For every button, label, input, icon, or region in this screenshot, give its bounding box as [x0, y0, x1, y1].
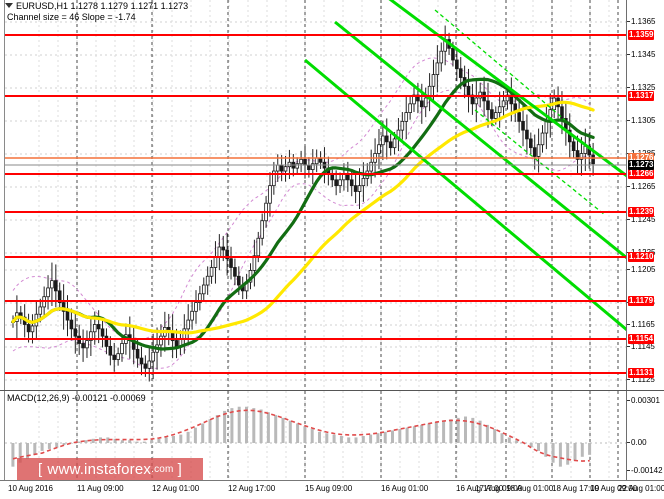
macd-chart-svg — [5, 391, 627, 480]
price-tick: 1.1125 — [627, 375, 655, 384]
channel-info: Channel size = 46 Slope = -1.74 — [7, 12, 136, 22]
price-tick-label: 1.1345 — [631, 50, 656, 59]
level-price-label[interactable]: 1.1179 — [628, 296, 655, 306]
macd-tick: 0.00301 — [627, 396, 660, 405]
watermark-tld: .com — [151, 463, 174, 475]
macd-pane-left-border — [4, 391, 5, 481]
level-price-label[interactable]: 1.1131 — [628, 368, 655, 378]
macd-tick-label: 0.00 — [631, 438, 647, 447]
time-axis-label: 17 Aug 09:00 — [475, 484, 523, 493]
watermark-bracket-open: [ — [38, 460, 43, 478]
watermark-text: www.instaforex — [47, 460, 152, 478]
price-tick: 1.1325 — [627, 83, 655, 92]
macd-tick-label: 0.00301 — [631, 396, 660, 405]
level-price-label[interactable]: 1.1239 — [628, 207, 655, 217]
level-price-label[interactable]: 1.1154 — [628, 334, 655, 344]
price-tick-label: 1.1245 — [631, 215, 656, 224]
price-pane-left-border — [4, 0, 5, 390]
time-axis[interactable]: 10 Aug 2016 11 Aug 09:00 12 Aug 01:00 12 Au… — [0, 480, 664, 499]
price-axis[interactable]: 1.13651.13451.13251.13051.12851.12651.12… — [626, 0, 664, 390]
time-axis-label: 11 Aug 09:00 — [77, 484, 124, 493]
price-tick-label: 1.1205 — [631, 265, 656, 274]
level-price-label[interactable]: 1.1210 — [628, 252, 655, 262]
price-tick: 1.1305 — [627, 116, 655, 125]
price-tick: 1.1365 — [627, 17, 655, 26]
price-tick-label: 1.1305 — [631, 116, 656, 125]
price-tick: 1.1265 — [627, 182, 655, 191]
macd-tick-label: -0.00142 — [631, 466, 663, 475]
chevron-down-icon[interactable] — [5, 3, 13, 8]
instaforex-watermark: [ www.instaforex .com ] — [17, 458, 203, 480]
time-axis-label: 19 Aug 09:00 — [590, 484, 638, 493]
time-axis-label: 18 Aug 01:00 — [506, 484, 554, 493]
time-axis-label: 10 Aug 2016 — [8, 484, 53, 493]
time-axis-label: 18 Aug 17:00 — [552, 484, 600, 493]
price-tick-label: 1.1365 — [631, 17, 656, 26]
price-tick: 1.1205 — [627, 265, 655, 274]
macd-tick: -0.00142 — [627, 466, 663, 475]
price-tick-label: 1.1125 — [631, 375, 655, 384]
price-tick-label: 1.1145 — [631, 342, 655, 351]
macd-axis: 0.00301 0.00 -0.00142 — [626, 391, 664, 481]
symbol-info: EURUSD,H1 1.1278 1.1279 1.1271 1.1273 — [16, 1, 189, 11]
level-price-label[interactable]: 1.1276 — [628, 153, 655, 163]
macd-tick: 0.00 — [627, 438, 647, 447]
macd-plot-area[interactable] — [5, 391, 627, 481]
price-tick: 1.1245 — [627, 215, 655, 224]
time-axis-label: 12 Aug 17:00 — [228, 484, 276, 493]
current-price-label[interactable]: 1.1273 — [628, 160, 655, 170]
level-price-label[interactable]: 1.1266 — [628, 169, 655, 179]
price-tick-label: 1.1165 — [631, 320, 655, 329]
watermark-bracket-close: ] — [177, 460, 182, 478]
time-axis-label: 16 Aug 17:00 — [456, 484, 504, 493]
price-chart-svg — [5, 0, 627, 390]
price-pane: 1.13651.13451.13251.13051.12851.12651.12… — [4, 0, 664, 390]
price-tick: 1.1345 — [627, 50, 655, 59]
time-axis-label: 12 Aug 01:00 — [152, 484, 200, 493]
level-price-label[interactable]: 1.1317 — [628, 91, 655, 101]
time-axis-label: 22 Aug 01:00 — [618, 484, 664, 493]
price-tick-label: 1.1325 — [631, 83, 656, 92]
price-tick: 1.1165 — [627, 320, 655, 329]
price-tick-label: 1.1265 — [631, 182, 656, 191]
price-tick: 1.1145 — [627, 342, 655, 351]
level-price-label[interactable]: 1.1359 — [628, 30, 655, 40]
price-plot-area[interactable] — [5, 0, 627, 390]
macd-label: MACD(12,26,9) -0.00121 -0.00069 — [7, 393, 146, 403]
time-axis-label: 16 Aug 01:00 — [381, 484, 429, 493]
time-axis-label: 15 Aug 09:00 — [305, 484, 353, 493]
